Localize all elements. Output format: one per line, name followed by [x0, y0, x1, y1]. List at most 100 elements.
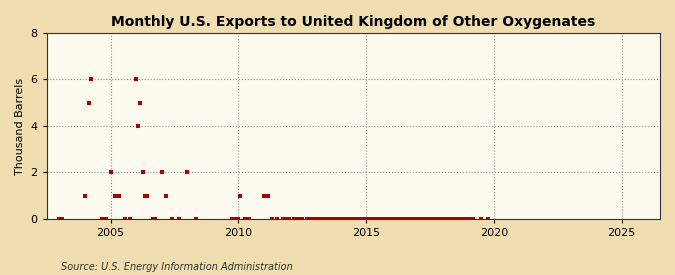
- Point: [340, 217, 350, 221]
- Point: [450, 217, 461, 221]
- Point: [148, 217, 159, 221]
- Point: [292, 217, 303, 221]
- Point: [365, 217, 376, 221]
- Point: [259, 194, 269, 198]
- Point: [378, 217, 389, 221]
- Point: [401, 217, 412, 221]
- Point: [344, 217, 354, 221]
- Point: [333, 217, 344, 221]
- Point: [305, 217, 316, 221]
- Point: [233, 217, 244, 221]
- Point: [277, 217, 288, 221]
- Point: [463, 217, 474, 221]
- Point: [338, 217, 348, 221]
- Point: [150, 217, 161, 221]
- Point: [321, 217, 331, 221]
- Point: [314, 217, 325, 221]
- Point: [327, 217, 338, 221]
- Point: [371, 217, 382, 221]
- Point: [433, 217, 444, 221]
- Point: [362, 217, 373, 221]
- Point: [271, 217, 282, 221]
- Point: [124, 217, 135, 221]
- Point: [356, 217, 367, 221]
- Y-axis label: Thousand Barrels: Thousand Barrels: [15, 77, 25, 175]
- Point: [97, 217, 107, 221]
- Point: [425, 217, 435, 221]
- Point: [360, 217, 371, 221]
- Point: [397, 217, 408, 221]
- Title: Monthly U.S. Exports to United Kingdom of Other Oxygenates: Monthly U.S. Exports to United Kingdom o…: [111, 15, 595, 29]
- Point: [448, 217, 459, 221]
- Point: [240, 217, 250, 221]
- Point: [316, 217, 327, 221]
- Point: [173, 217, 184, 221]
- Point: [482, 217, 493, 221]
- Point: [137, 170, 148, 175]
- Point: [157, 170, 167, 175]
- Point: [410, 217, 421, 221]
- Point: [412, 217, 423, 221]
- Point: [284, 217, 295, 221]
- Point: [437, 217, 448, 221]
- Point: [375, 217, 386, 221]
- Point: [414, 217, 425, 221]
- Point: [346, 217, 356, 221]
- Point: [461, 217, 472, 221]
- Point: [84, 100, 95, 105]
- Point: [373, 217, 384, 221]
- Point: [335, 217, 346, 221]
- Point: [142, 194, 153, 198]
- Point: [342, 217, 352, 221]
- Point: [384, 217, 395, 221]
- Point: [423, 217, 433, 221]
- Point: [367, 217, 378, 221]
- Point: [227, 217, 238, 221]
- Point: [120, 217, 131, 221]
- Point: [427, 217, 437, 221]
- Point: [476, 217, 487, 221]
- Point: [54, 217, 65, 221]
- Point: [133, 124, 144, 128]
- Point: [167, 217, 178, 221]
- Point: [329, 217, 340, 221]
- Point: [467, 217, 478, 221]
- Point: [395, 217, 406, 221]
- Point: [105, 170, 116, 175]
- Point: [101, 217, 111, 221]
- Point: [399, 217, 410, 221]
- Point: [348, 217, 358, 221]
- Point: [109, 194, 120, 198]
- Point: [80, 194, 90, 198]
- Point: [354, 217, 365, 221]
- Point: [386, 217, 397, 221]
- Point: [267, 217, 277, 221]
- Point: [288, 217, 299, 221]
- Point: [446, 217, 456, 221]
- Point: [406, 217, 416, 221]
- Point: [429, 217, 439, 221]
- Point: [303, 217, 314, 221]
- Point: [391, 217, 402, 221]
- Point: [235, 194, 246, 198]
- Point: [350, 217, 361, 221]
- Point: [297, 217, 308, 221]
- Point: [113, 194, 124, 198]
- Point: [56, 217, 67, 221]
- Point: [182, 170, 192, 175]
- Point: [318, 217, 329, 221]
- Point: [443, 217, 454, 221]
- Point: [86, 77, 97, 82]
- Point: [312, 217, 323, 221]
- Point: [135, 100, 146, 105]
- Point: [161, 194, 171, 198]
- Point: [408, 217, 418, 221]
- Point: [439, 217, 450, 221]
- Point: [465, 217, 476, 221]
- Point: [421, 217, 431, 221]
- Point: [352, 217, 363, 221]
- Point: [458, 217, 469, 221]
- Point: [441, 217, 452, 221]
- Text: Source: U.S. Energy Information Administration: Source: U.S. Energy Information Administ…: [61, 262, 292, 272]
- Point: [244, 217, 254, 221]
